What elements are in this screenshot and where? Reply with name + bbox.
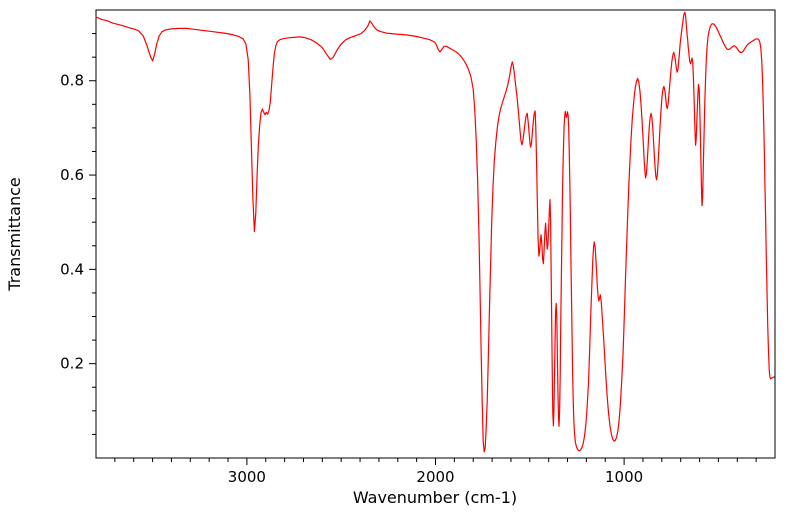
x-axis-label: Wavenumber (cm-1) xyxy=(353,488,517,507)
tick-labels: 3000 2000 1000 0.2 0.4 0.6 0.8 xyxy=(60,72,643,486)
minor-ticks xyxy=(92,33,757,462)
x-tick-label: 1000 xyxy=(605,468,643,486)
x-tick-label: 3000 xyxy=(228,468,266,486)
y-tick-label: 0.6 xyxy=(60,166,84,184)
plot-border xyxy=(95,9,776,459)
y-axis-label: Transmittance xyxy=(5,177,24,291)
y-tick-label: 0.8 xyxy=(60,72,84,90)
y-tick-label: 0.2 xyxy=(60,355,84,373)
major-ticks xyxy=(89,80,625,465)
y-tick-label: 0.4 xyxy=(60,260,84,278)
x-tick-label: 2000 xyxy=(416,468,454,486)
spectrum-line xyxy=(95,11,775,453)
